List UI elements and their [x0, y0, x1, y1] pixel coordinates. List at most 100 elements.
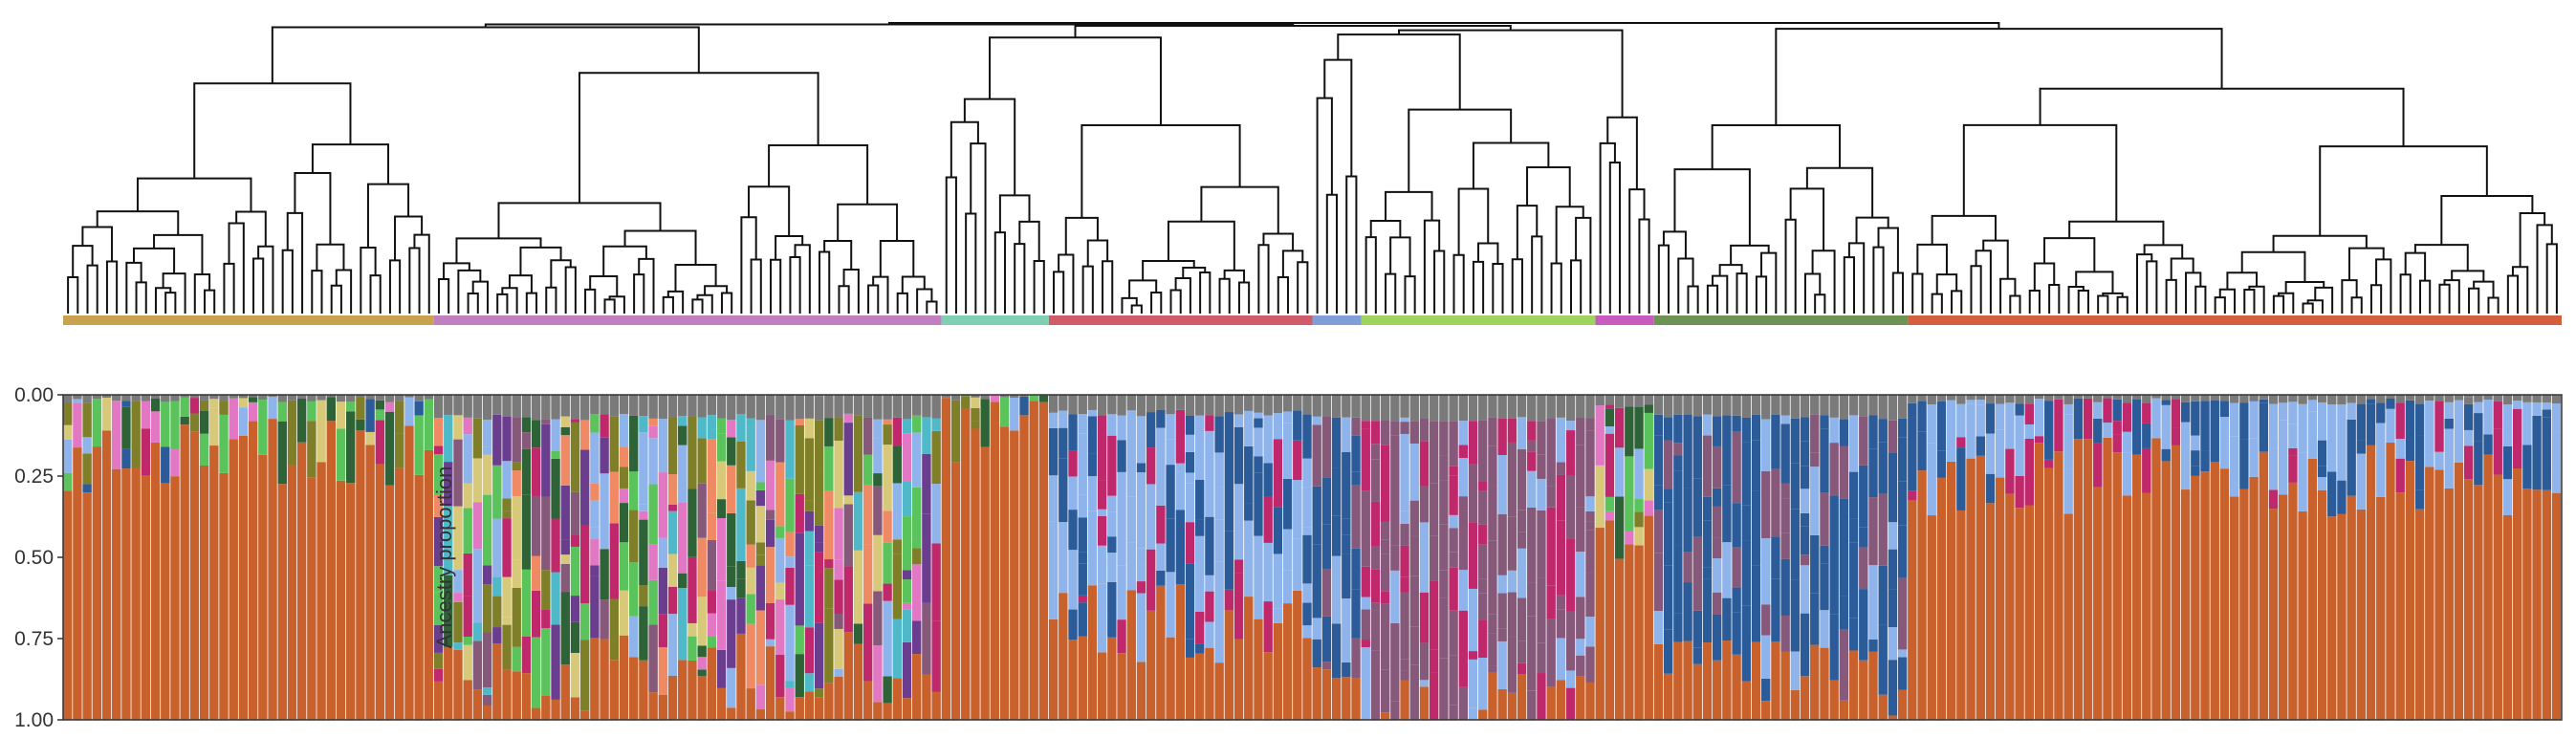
dendrogram-branch [394, 215, 424, 261]
ancestry-bar-segment [1936, 395, 1947, 402]
ancestry-bar-segment [570, 621, 580, 653]
ancestry-bar-segment [101, 430, 112, 720]
dendrogram-branch [2536, 224, 2553, 314]
ancestry-bar-segment [1175, 463, 1186, 472]
ancestry-bar-segment [1342, 395, 1351, 418]
ancestry-bar-segment [1254, 535, 1263, 546]
ancestry-bar-segment [356, 419, 365, 431]
ancestry-bar-segment [1859, 395, 1868, 417]
ancestry-bar-segment [746, 418, 755, 427]
ancestry-bar-segment [1683, 395, 1692, 415]
ancestry-bar-segment [716, 687, 727, 720]
ancestry-bar-segment [1097, 480, 1107, 510]
ancestry-bar-segment [1878, 694, 1888, 720]
dendrogram-branch [1975, 250, 1992, 314]
ancestry-bar-segment [1293, 480, 1302, 539]
ancestry-bar-segment [2122, 495, 2132, 720]
ancestry-bar-segment [2522, 488, 2532, 720]
ancestry-bar-segment [444, 575, 453, 647]
ancestry-bar-segment [2502, 395, 2513, 405]
ancestry-bar-segment [1800, 466, 1810, 489]
ancestry-bar-segment [1029, 395, 1038, 402]
dendrogram-branch [228, 222, 245, 314]
ancestry-bar-segment [902, 579, 912, 603]
ancestry-bar-segment [1224, 589, 1234, 611]
ancestry-bar-segment [82, 395, 92, 403]
dendrogram-branch [1575, 216, 1592, 314]
ancestry-bar-segment [1458, 421, 1469, 445]
ancestry-bar-segment [531, 590, 541, 638]
ancestry-bar-segment [804, 510, 815, 532]
ancestry-bar-segment [1166, 395, 1175, 415]
ancestry-bar-segment [1673, 395, 1683, 415]
ancestry-bar-segment [1897, 395, 1908, 419]
dendrogram-branch [837, 203, 899, 242]
ancestry-bar-segment [1527, 690, 1537, 720]
ancestry-bar-segment [2034, 395, 2044, 400]
ancestry-bar-segment [873, 534, 883, 592]
ancestry-bar-segment [1897, 689, 1908, 720]
ancestry-bar-segment [1156, 543, 1166, 571]
ancestry-bar-segment [1605, 395, 1615, 405]
ancestry-bar-segment [922, 674, 931, 720]
ancestry-bar-segment [2288, 447, 2298, 456]
ancestry-bar-segment [258, 395, 268, 401]
ancestry-bar-segment [453, 570, 463, 594]
ancestry-bar-segment [1068, 640, 1078, 720]
ancestry-bar-segment [1673, 443, 1683, 456]
ancestry-bar-segment [356, 397, 365, 420]
ancestry-bar-segment [1195, 480, 1205, 520]
ancestry-bar-segment [1537, 673, 1546, 720]
ancestry-bar-segment [492, 627, 502, 643]
ancestry-bar-segment [775, 697, 785, 720]
ancestry-bar-segment [1800, 395, 1810, 418]
ancestry-bar-segment [1810, 644, 1820, 720]
ancestry-bar-segment [1888, 452, 1898, 523]
ancestry-bar-segment [648, 438, 658, 485]
ancestry-bar-segment [775, 582, 785, 600]
ancestry-bar-segment [170, 401, 180, 450]
ancestry-bar-segment [1038, 402, 1049, 720]
ancestry-bar-segment [755, 554, 766, 566]
ancestry-bar-segment [1059, 522, 1068, 594]
dendrogram-branch [1237, 281, 1251, 314]
ancestry-bar-segment [2142, 423, 2151, 448]
ancestry-bar-segment [1205, 430, 1214, 503]
ancestry-bar-segment [1282, 434, 1293, 479]
ancestry-bar-segment [579, 710, 590, 720]
ancestry-bar-segment [1107, 619, 1117, 638]
ancestry-bar-segment [1722, 640, 1732, 720]
ancestry-bar-segment [121, 406, 131, 449]
ancestry-bar-segment [1233, 395, 1244, 415]
ancestry-bar-segment [444, 646, 453, 720]
ancestry-bar-segment [648, 425, 658, 439]
ancestry-bar-segment [2551, 492, 2562, 720]
ancestry-bar-segment [1556, 395, 1566, 418]
dendrogram-branch [497, 202, 662, 239]
ancestry-bar-segment [1595, 465, 1605, 529]
ancestry-bar-segment [1653, 553, 1664, 612]
ancestry-bar-segment [892, 417, 903, 446]
ancestry-bar-segment [1585, 521, 1595, 531]
ancestry-bar-segment [433, 625, 444, 653]
ancestry-bar-segment [1390, 570, 1400, 623]
ancestry-bar-segment [1868, 565, 1878, 640]
ancestry-bar-segment [2103, 398, 2112, 423]
ancestry-bar-segment [2210, 462, 2219, 720]
ancestry-bar-segment [1946, 400, 1956, 462]
ancestry-bar-segment [101, 395, 112, 398]
ancestry-bar-segment [1488, 395, 1497, 418]
ancestry-bar-segment [1478, 395, 1488, 421]
ancestry-bar-segment [1400, 433, 1409, 511]
ancestry-bar-segment [1312, 424, 1321, 487]
ancestry-bar-segment [2161, 448, 2171, 462]
ancestry-bar-segment [2288, 395, 2298, 402]
ancestry-bar-segment [502, 395, 512, 417]
ancestry-bar-segment [639, 416, 648, 433]
dendrogram-branch [838, 285, 850, 314]
ancestry-bar-segment [853, 415, 863, 492]
ancestry-bar-segment [1224, 531, 1234, 590]
ancestry-bar-segment [2307, 458, 2318, 720]
ancestry-bar-segment [1546, 619, 1556, 687]
ancestry-bar-segment [209, 407, 219, 446]
